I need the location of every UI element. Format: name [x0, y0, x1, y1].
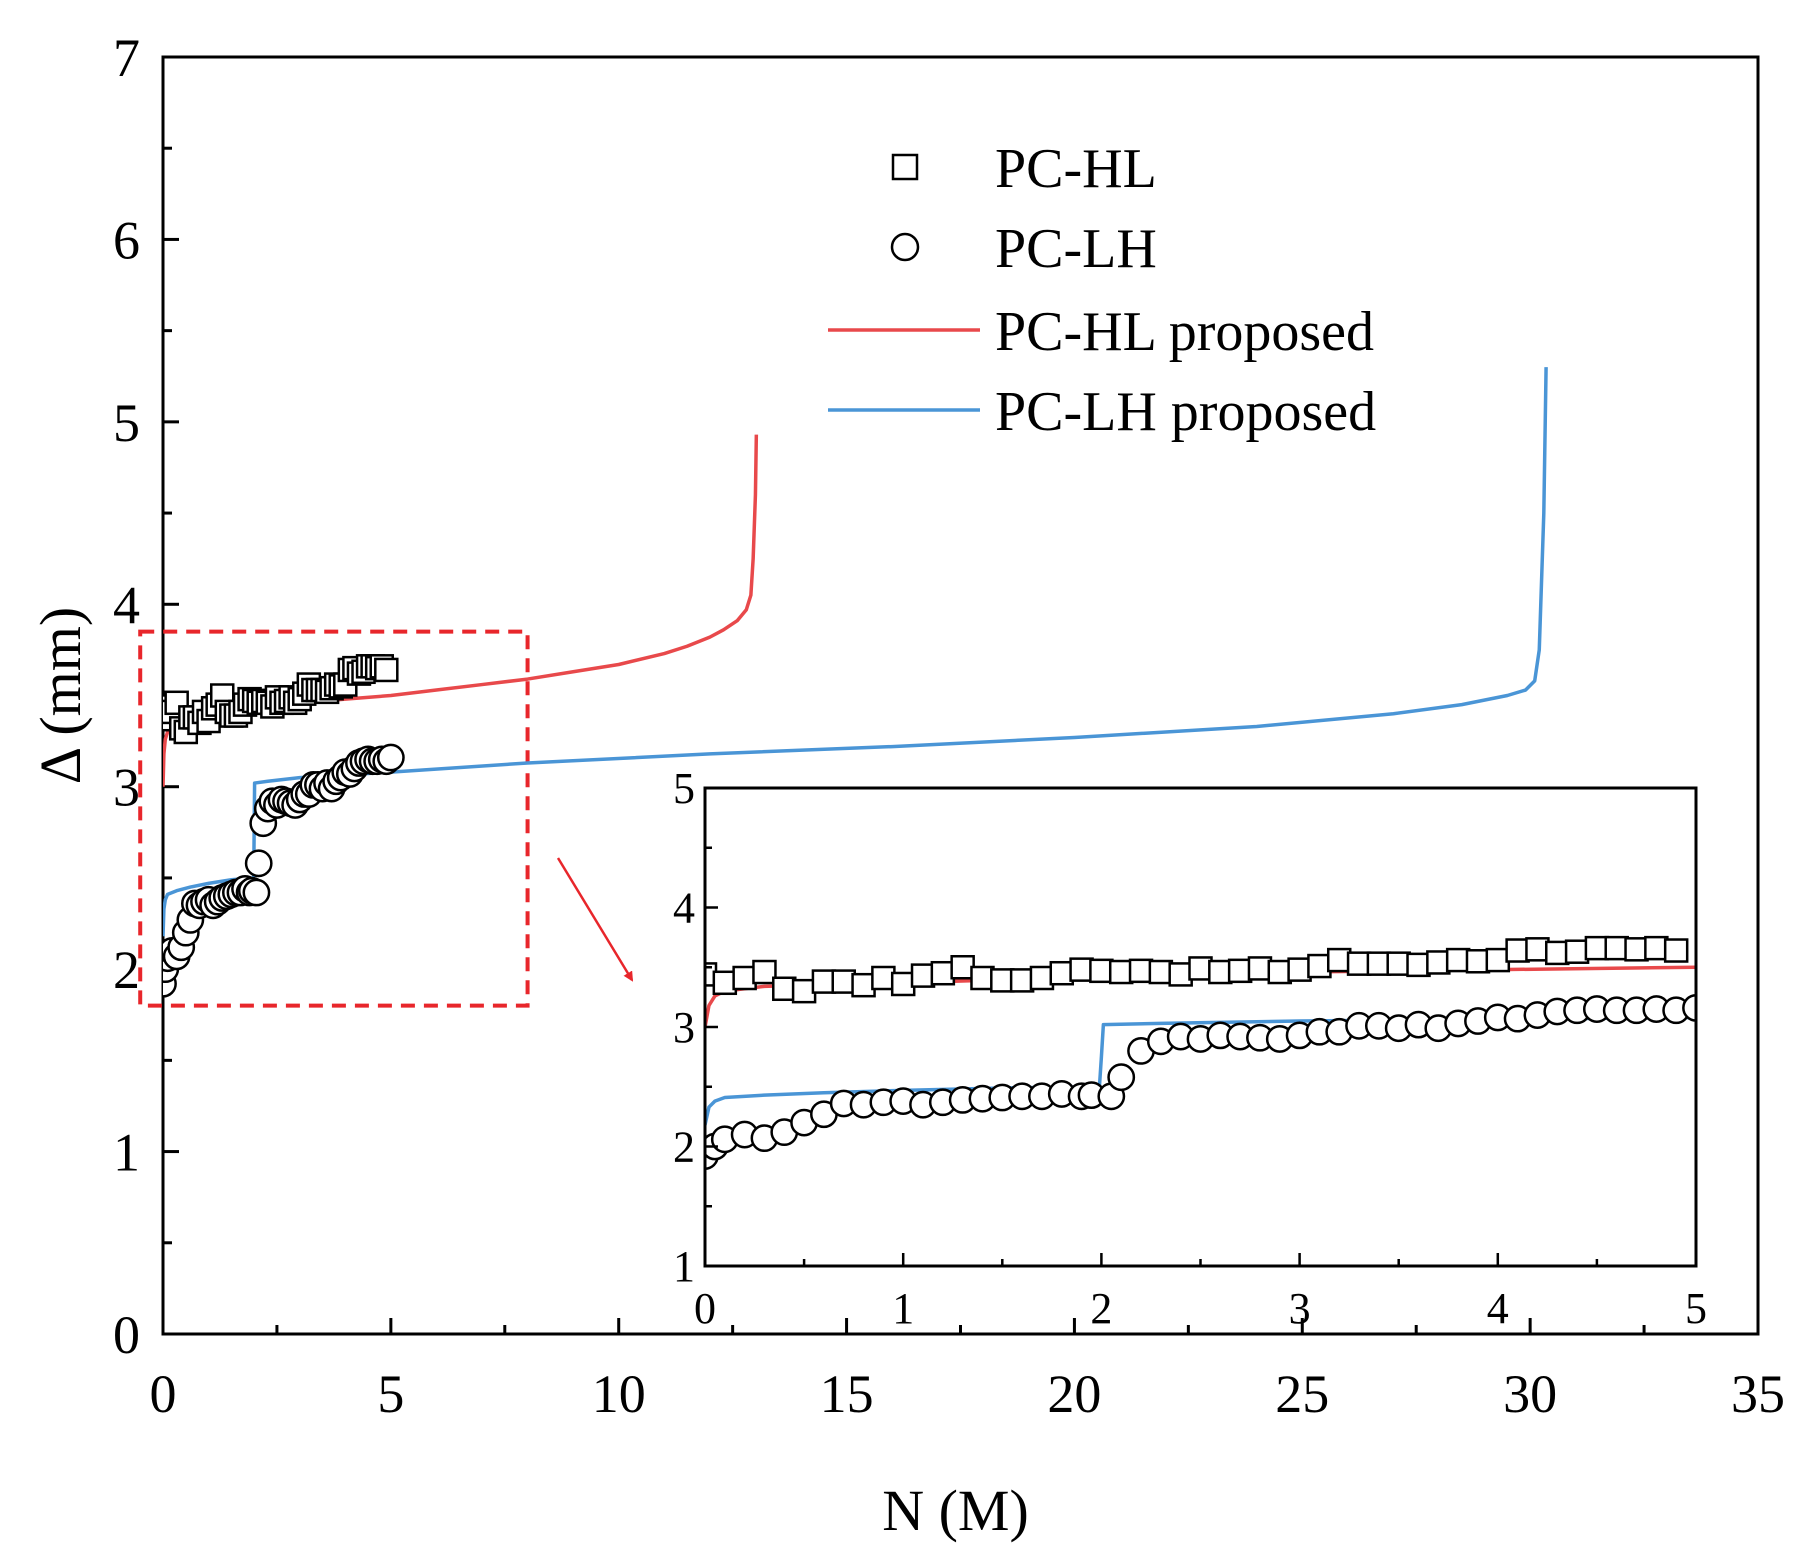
x-tick-label: 35: [1731, 1364, 1785, 1424]
legend-label: PC-LH: [995, 218, 1157, 280]
x-tick-label: 30: [1503, 1364, 1557, 1424]
inset-markers: [705, 935, 1696, 1170]
inset-y-tick-label: 3: [673, 1003, 695, 1052]
legend-label: PC-LH proposed: [995, 381, 1376, 443]
y-tick-label: 2: [113, 940, 140, 1000]
inset-y-tick-label: 2: [673, 1123, 695, 1172]
main-point-pc-lh: [376, 743, 405, 772]
legend-label: PC-HL: [995, 138, 1157, 200]
inset-x-tick-label: 4: [1487, 1284, 1509, 1333]
x-tick-label: 20: [1047, 1364, 1101, 1424]
legend-square-marker: [891, 153, 919, 181]
inset-x-tick-label: 2: [1090, 1284, 1112, 1333]
inset-point-pc-hl: [752, 959, 777, 985]
y-tick-label: 4: [113, 575, 140, 635]
x-tick-label: 0: [150, 1364, 177, 1424]
x-tick-label: 5: [377, 1364, 404, 1424]
x-tick-label: 25: [1275, 1364, 1329, 1424]
y-tick-label: 7: [113, 28, 140, 88]
x-tick-label: 15: [820, 1364, 874, 1424]
inset-point-pc-lh: [1107, 1063, 1136, 1092]
x-axis-label: N (M): [882, 1478, 1029, 1543]
inset-x-tick-label: 5: [1685, 1284, 1707, 1333]
y-tick-label: 5: [113, 393, 140, 453]
inset-y-tick-label: 4: [673, 884, 695, 933]
inset-x-tick-label: 3: [1289, 1284, 1311, 1333]
y-tick-label: 1: [113, 1123, 140, 1183]
y-tick-label: 3: [113, 758, 140, 818]
x-tick-label: 10: [592, 1364, 646, 1424]
main-point-pc-hl: [374, 657, 399, 683]
main-markers: [163, 654, 405, 998]
main-point-pc-lh: [244, 849, 273, 878]
inset-y-tick-label: 1: [673, 1242, 695, 1291]
legend-label: PC-HL proposed: [995, 301, 1374, 363]
legend-circle-marker: [890, 232, 920, 262]
inset-y-tick-label: 5: [673, 764, 695, 813]
y-tick-label: 6: [113, 210, 140, 270]
inset-x-tick-label: 0: [694, 1284, 716, 1333]
zoom-arrow: [556, 857, 634, 982]
main-point-pc-lh: [242, 878, 271, 907]
inset-line-pc-lh-proposed: [705, 1015, 1696, 1126]
y-axis-label: Δ (mm): [28, 607, 93, 784]
inset-point-pc-hl: [1663, 938, 1689, 963]
legend: PC-HL PC-LH PC-HL proposed PC-LH proposed: [828, 138, 1376, 443]
y-tick-label: 0: [113, 1305, 140, 1365]
zoom-box: [138, 629, 530, 1008]
main-line-pc-hl-proposed: [163, 434, 759, 787]
inset-x-tick-label: 1: [892, 1284, 914, 1333]
